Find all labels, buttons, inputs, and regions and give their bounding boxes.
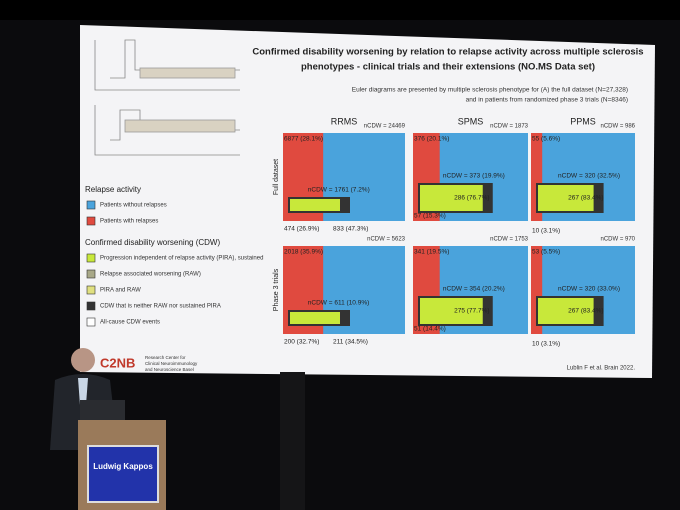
stand	[280, 372, 305, 510]
logo-text: Research Center for	[145, 355, 186, 360]
n-total: nCDW = 1753	[490, 237, 529, 243]
euler-pira	[420, 185, 483, 211]
legend-item: Patients without relapses	[100, 203, 167, 209]
pira-label: 267 (83.4%)	[568, 308, 603, 315]
legend-swatch	[86, 301, 96, 311]
n-total: nCDW = 970	[600, 237, 635, 243]
relapse-label: 55 (5.6%)	[532, 136, 560, 143]
legend-item: Patients with relapses	[100, 219, 158, 225]
n-total: nCDW = 986	[600, 124, 635, 130]
cdw-label: nCDW = 373 (19.9%)	[443, 173, 505, 180]
cdw-label: nCDW = 320 (32.5%)	[558, 173, 620, 180]
raw-label: 10 (3.1%)	[532, 228, 560, 235]
column-label: RRMS	[331, 116, 358, 126]
relapse-label: 2018 (35.9%)	[284, 249, 323, 256]
relapse-label: 53 (5.5%)	[532, 249, 560, 256]
row-label: Full dataset	[273, 159, 280, 195]
legend-item: Progression independent of relapse activ…	[100, 256, 263, 262]
legend-swatch	[86, 200, 96, 210]
column-label: PPMS	[570, 116, 596, 126]
slide-title: phenotypes - clinical trials and their e…	[301, 62, 595, 73]
relapse-label: 6877 (28.1%)	[284, 136, 323, 143]
legend-heading: Relapse activity	[85, 185, 141, 194]
citation: Lublin F et al. Brain 2022.	[567, 366, 636, 372]
legend-item: All-cause CDW events	[100, 320, 160, 326]
n-total: nCDW = 24469	[364, 124, 406, 130]
legend-heading: Confirmed disability worsening (CDW)	[85, 238, 220, 247]
cdw-label: nCDW = 354 (20.2%)	[443, 286, 505, 293]
euler-relapse	[531, 133, 543, 221]
euler-pira	[538, 185, 594, 211]
legend-item: PIRA and RAW	[100, 288, 141, 294]
pira-label: 286 (76.7%)	[454, 195, 489, 202]
raw-label: 474 (26.9%)	[284, 226, 319, 233]
euler-pira	[420, 298, 483, 324]
raw-label: 51 (14.4%)	[414, 326, 446, 333]
pira-label: 833 (47.3%)	[333, 226, 368, 233]
pira-label: 211 (34.5%)	[333, 339, 368, 346]
euler-relapse	[531, 246, 543, 334]
euler-pira	[290, 312, 340, 324]
legend-swatch	[86, 317, 96, 327]
slide-title: Confirmed disability worsening by relati…	[252, 47, 643, 58]
legend-item: Relapse associated worsening (RAW)	[100, 272, 201, 278]
name-plate	[87, 445, 159, 503]
raw-label: 57 (15.3%)	[414, 213, 446, 220]
cdw-label: nCDW = 611 (10.9%)	[308, 300, 369, 307]
legend-item: CDW that is neither RAW nor sustained PI…	[100, 304, 221, 310]
n-total: nCDW = 5623	[367, 237, 406, 243]
relapse-label: 341 (19.5%)	[414, 249, 449, 256]
relapse-label: 376 (20.1%)	[414, 136, 449, 143]
raw-label: 200 (32.7%)	[284, 339, 319, 346]
speaker-name: Ludwig Kappos	[93, 462, 153, 471]
raw-label: 10 (3.1%)	[532, 341, 560, 348]
logo-text: and Neuroscience Basel	[145, 367, 194, 372]
pira-label: 267 (83.4%)	[568, 195, 603, 202]
legend-swatch	[86, 285, 96, 295]
column-label: SPMS	[458, 116, 484, 126]
ceiling	[0, 0, 680, 20]
legend-swatch	[86, 269, 96, 279]
euler-pira	[290, 199, 340, 211]
cdw-label: nCDW = 320 (33.0%)	[558, 286, 620, 293]
laptop	[80, 400, 125, 420]
n-total: nCDW = 1873	[490, 124, 529, 130]
slide-subtitle: Euler diagrams are presented by multiple…	[352, 87, 628, 94]
mini-graphs	[94, 39, 240, 156]
euler-pira	[538, 298, 594, 324]
logo: C2NB	[100, 355, 135, 370]
cdw-label: nCDW = 1761 (7.2%)	[308, 187, 370, 194]
logo-text: Clinical Neuroimmunology	[145, 361, 198, 366]
legend-swatch	[86, 216, 96, 226]
legend-swatch	[86, 253, 96, 263]
pira-label: 275 (77.7%)	[454, 308, 489, 315]
slide-subtitle: and in patients from randomized phase 3 …	[466, 97, 628, 104]
row-label: Phase 3 trials	[273, 268, 280, 311]
